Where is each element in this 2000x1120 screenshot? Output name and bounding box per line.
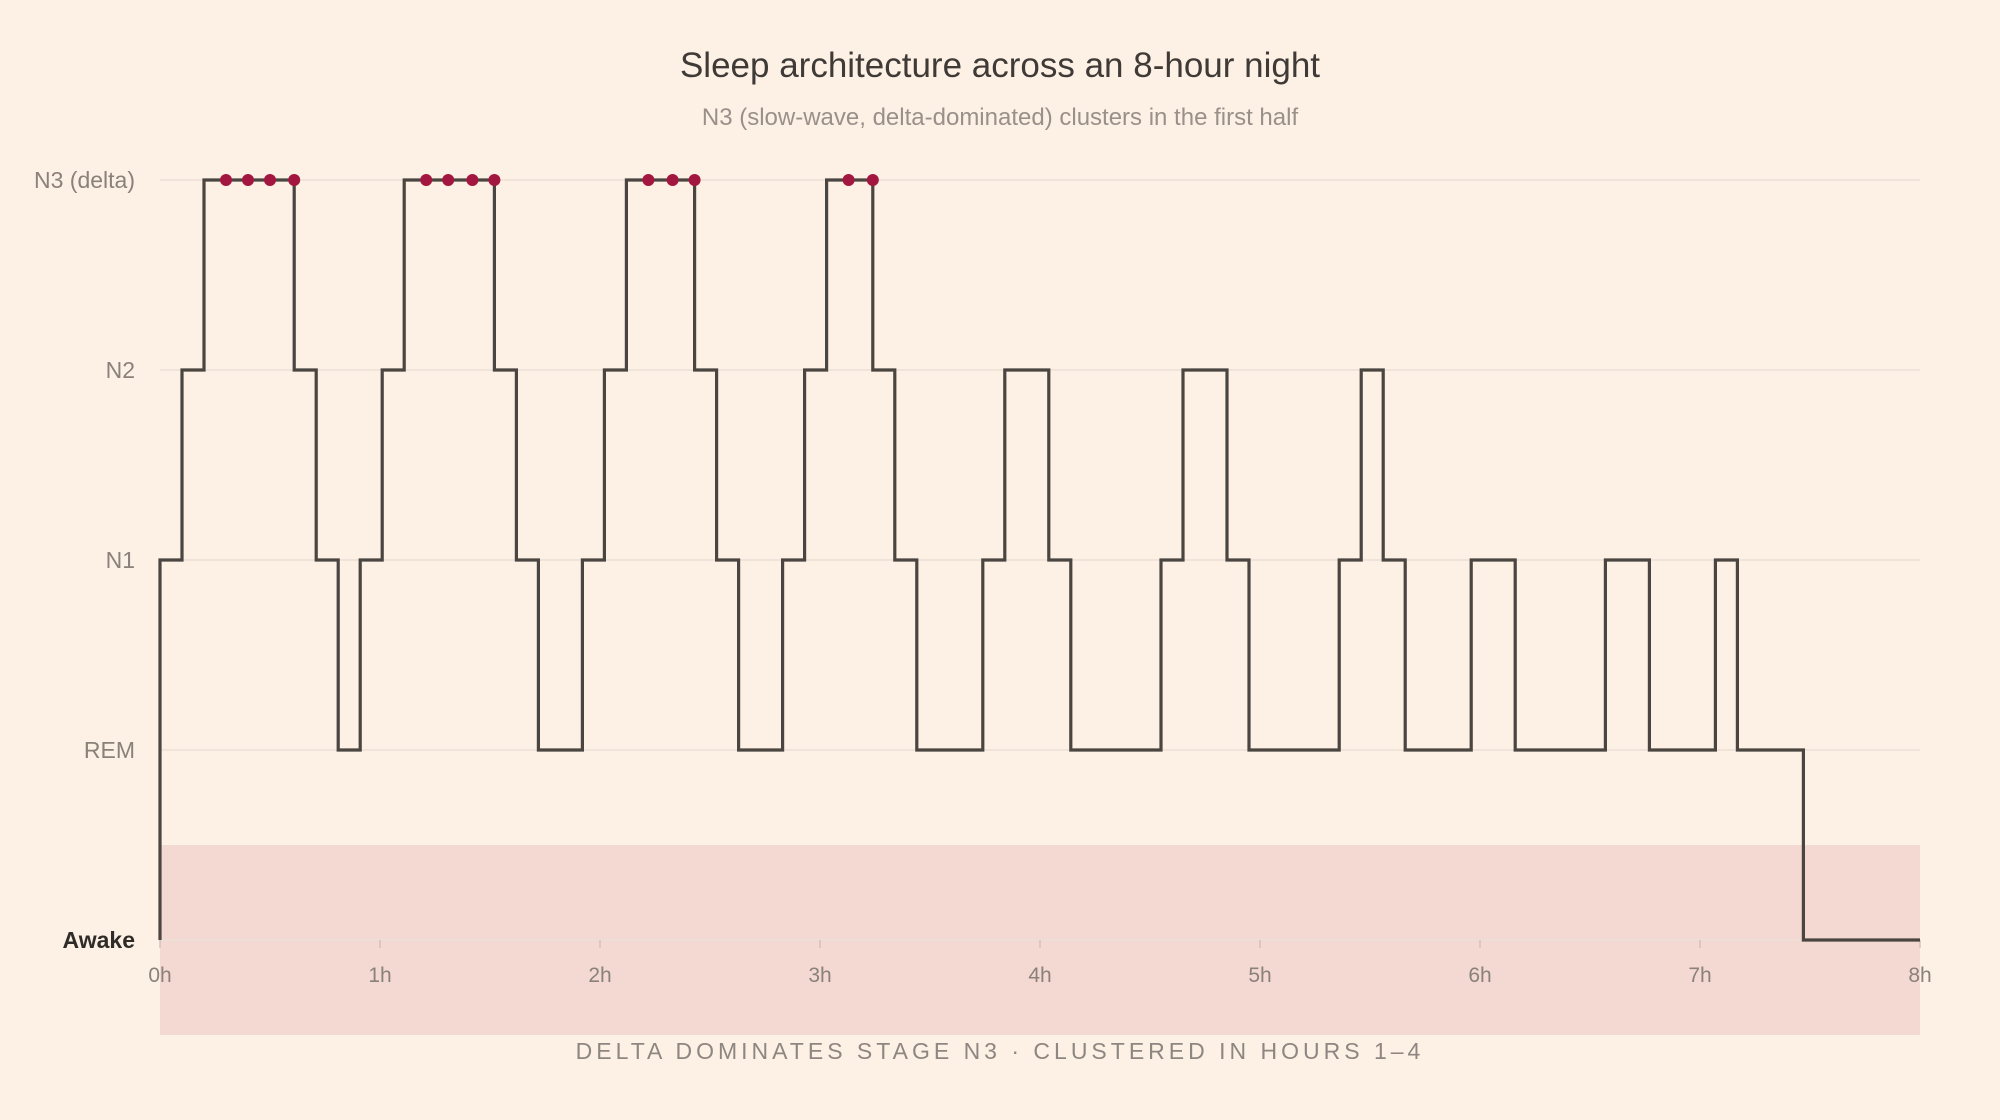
x-tick-label-4: 4h [1028, 964, 1051, 987]
chart-title: Sleep architecture across an 8-hour nigh… [679, 46, 1321, 85]
x-tick-label-6: 6h [1468, 964, 1491, 987]
x-tick-label-1: 1h [368, 964, 391, 987]
delta-marker-4 [420, 174, 433, 186]
delta-marker-5 [442, 174, 455, 186]
x-tick-label-3: 3h [808, 964, 831, 987]
y-tick-label-4: N3 (delta) [34, 167, 135, 193]
x-tick-label-5: 5h [1248, 964, 1271, 987]
hypnogram-line [158, 178, 1920, 942]
delta-marker-0 [220, 174, 232, 186]
delta-marker-2 [264, 174, 276, 186]
y-tick-label-1: REM [84, 737, 135, 763]
delta-marker-6 [466, 174, 479, 186]
y-tick-label-0: Awake [63, 927, 135, 953]
chart-footer: DELTA DOMINATES STAGE N3 · CLUSTERED IN … [575, 1038, 1425, 1064]
delta-marker-9 [666, 174, 679, 186]
y-tick-label-2: N1 [106, 547, 135, 573]
delta-marker-12 [866, 174, 879, 186]
delta-marker-11 [842, 174, 855, 186]
x-tick-label-2: 2h [588, 964, 611, 987]
chart-subtitle: N3 (slow-wave, delta-dominated) clusters… [701, 104, 1299, 131]
y-tick-label-3: N2 [106, 357, 135, 383]
delta-marker-3 [288, 174, 301, 186]
delta-marker-8 [642, 174, 655, 186]
x-tick-label-0: 0h [148, 964, 171, 987]
x-tick-label-7: 7h [1688, 964, 1711, 987]
x-tick-label-8: 8h [1908, 964, 1931, 987]
delta-marker-1 [242, 174, 254, 186]
delta-marker-7 [488, 174, 501, 186]
delta-marker-10 [688, 174, 701, 186]
